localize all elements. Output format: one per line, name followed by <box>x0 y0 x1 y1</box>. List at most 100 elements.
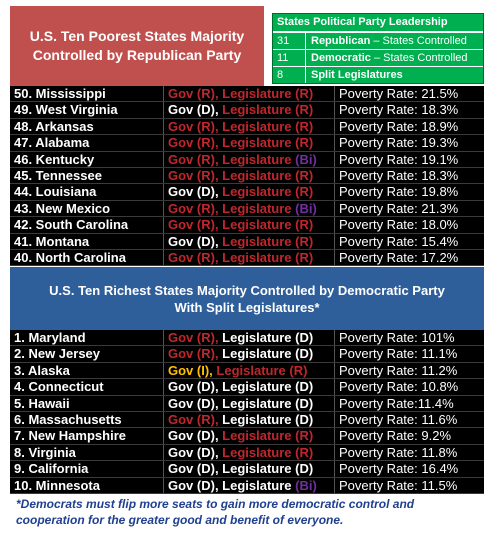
poverty-rate: Poverty Rate: 19.3% <box>334 135 484 151</box>
governor-party: Gov (D), <box>168 395 219 411</box>
table-row: 7. New Hampshire Gov (D), Legislature (R)… <box>10 428 484 445</box>
poverty-rate: Poverty Rate: 18.3% <box>334 167 484 184</box>
table-row: 2. New Jersey Gov (R), Legislature (D) Pov… <box>10 346 484 363</box>
poverty-rate: Poverty Rate: 11.2% <box>334 362 484 379</box>
table-row: 46. Kentucky Gov (R), Legislature (Bi) Pov… <box>10 151 484 168</box>
poverty-rate: Poverty Rate: 10.8% <box>334 379 484 395</box>
legislature-party: Legislature (R) <box>218 217 314 233</box>
poverty-rate: Poverty Rate: 11.5% <box>334 477 484 493</box>
governor-party: Gov (R), <box>168 135 219 151</box>
party-control: Gov (R), Legislature (Bi) <box>163 151 334 167</box>
governor-party: Gov (R), <box>168 249 219 265</box>
party-control: Gov (D), Legislature (D) <box>163 379 334 395</box>
governor-party: Gov (D), <box>168 444 219 460</box>
footnote: *Democrats must flip more seats to gain … <box>16 497 415 527</box>
party-control: Gov (D), Legislature (R) <box>163 428 334 444</box>
legislature-party: Legislature <box>218 151 296 167</box>
state-name: 7. New Hampshire <box>14 428 126 444</box>
table-row: 1. Maryland Gov (R), Legislature (D) Pover… <box>10 330 484 347</box>
governor-party: Gov (R), <box>168 330 219 345</box>
state-name: 41. Montana <box>14 233 90 249</box>
governor-party: Gov (D), <box>168 477 219 493</box>
poverty-rate: Poverty Rate: 18.0% <box>334 217 484 233</box>
state-name: 6. Massachusetts <box>14 411 122 427</box>
table-row: 45. Tennessee Gov (R), Legislature (R) Pov… <box>10 167 484 185</box>
governor-party: Gov (R), <box>168 217 219 233</box>
governor-party: Gov (R), <box>168 346 219 362</box>
party-control: Gov (D), Legislature (R) <box>163 233 334 249</box>
table-row: 43. New Mexico Gov (R), Legislature (Bi) P… <box>10 200 484 218</box>
legend-row-republican: 31 Republican – States Controlled <box>273 32 483 49</box>
legislature-party: Legislature (D) <box>218 346 314 362</box>
state-name: 47. Alabama <box>14 135 90 151</box>
poverty-rate: Poverty Rate:11.4% <box>334 395 484 411</box>
party-control: Gov (R), Legislature (Bi) <box>163 200 334 217</box>
state-name: 46. Kentucky <box>14 151 95 167</box>
bipartisan-tag: (Bi) <box>295 477 317 493</box>
table-row: 8. Virginia Gov (D), Legislature (R) Pover… <box>10 444 484 462</box>
state-name: 5. Hawaii <box>14 395 70 411</box>
governor-party: Gov (D), <box>168 102 219 118</box>
state-name: 8. Virginia <box>14 444 76 460</box>
legend-desc: – States Controlled <box>370 35 467 47</box>
poverty-rate: Poverty Rate: 19.8% <box>334 184 484 200</box>
table-row: 6. Massachusetts Gov (R), Legislature (D)… <box>10 411 484 429</box>
table-row: 50. Mississippi Gov (R), Legislature (R) P… <box>10 86 484 103</box>
poorest-states-title: U.S. Ten Poorest States Majority Control… <box>10 6 264 86</box>
poverty-rate: Poverty Rate: 21.5% <box>334 86 484 102</box>
legislature-party: Legislature (R) <box>218 102 314 118</box>
poverty-rate: Poverty Rate: 18.9% <box>334 118 484 135</box>
state-name: 49. West Virginia <box>14 102 118 118</box>
legend-header: States Political Party Leadership <box>273 14 483 32</box>
legend-label: Split Legislatures <box>311 69 403 81</box>
richest-states-table: 1. Maryland Gov (R), Legislature (D) Pover… <box>10 330 484 494</box>
legislature-party: Legislature (R) <box>218 118 314 134</box>
state-name: 1. Maryland <box>14 330 86 345</box>
party-control: Gov (D), Legislature (R) <box>163 102 334 118</box>
party-control: Gov (R), Legislature (R) <box>163 167 334 184</box>
party-control: Gov (R), Legislature (D) <box>163 330 334 346</box>
party-control: Gov (D), Legislature (D) <box>163 461 334 477</box>
governor-party: Gov (D), <box>168 428 219 444</box>
governor-party: Gov (D), <box>168 461 219 477</box>
state-name: 9. California <box>14 461 89 477</box>
governor-party: Gov (D), <box>168 233 219 249</box>
governor-party: Gov (I), <box>168 362 213 378</box>
legend-desc: – States Controlled <box>370 52 468 64</box>
state-name: 2. New Jersey <box>14 346 101 362</box>
poverty-rate: Poverty Rate: 11.1% <box>334 346 484 362</box>
poverty-rate: Poverty Rate: 15.4% <box>334 233 484 249</box>
party-control: Gov (R), Legislature (D) <box>163 346 334 362</box>
table-row: 49. West Virginia Gov (D), Legislature (R… <box>10 102 484 119</box>
state-name: 3. Alaska <box>14 362 70 378</box>
party-control: Gov (D), Legislature (Bi) <box>163 477 334 493</box>
table-row: 44. Louisiana Gov (D), Legislature (R) Pov… <box>10 184 484 201</box>
legislature-party: Legislature (R) <box>218 184 314 200</box>
poverty-rate: Poverty Rate: 19.1% <box>334 151 484 167</box>
governor-party: Gov (R), <box>168 411 219 427</box>
party-control: Gov (R), Legislature (R) <box>163 249 334 266</box>
governor-party: Gov (D), <box>168 379 219 395</box>
governor-party: Gov (R), <box>168 167 219 183</box>
poverty-rate: Poverty Rate: 21.3% <box>334 200 484 217</box>
legend-label: Democratic <box>311 52 371 64</box>
legislature-party: Legislature (D) <box>218 379 314 395</box>
state-name: 43. New Mexico <box>14 200 111 216</box>
legislature-party: Legislature (R) <box>218 428 314 444</box>
table-row: 5. Hawaii Gov (D), Legislature (D) Poverty… <box>10 395 484 412</box>
governor-party: Gov (D), <box>168 184 219 200</box>
party-control: Gov (R), Legislature (R) <box>163 86 334 102</box>
party-control: Gov (I), Legislature (R) <box>163 362 334 379</box>
table-row: 10. Minnesota Gov (D), Legislature (Bi) Po… <box>10 477 484 494</box>
table-row: 42. South Carolina Gov (R), Legislature (… <box>10 217 484 234</box>
party-control: Gov (D), Legislature (R) <box>163 444 334 461</box>
governor-party: Gov (R), <box>168 200 219 216</box>
poverty-rate: Poverty Rate: 18.3% <box>334 102 484 118</box>
state-name: 10. Minnesota <box>14 477 100 493</box>
legislature-party: Legislature <box>218 477 296 493</box>
legend-row-democratic: 11 Democratic – States Controlled <box>273 49 483 66</box>
party-control: Gov (D), Legislature (R) <box>163 184 334 200</box>
legend-count: 8 <box>273 67 306 83</box>
party-control: Gov (R), Legislature (R) <box>163 118 334 135</box>
legislature-party: Legislature <box>218 200 296 216</box>
